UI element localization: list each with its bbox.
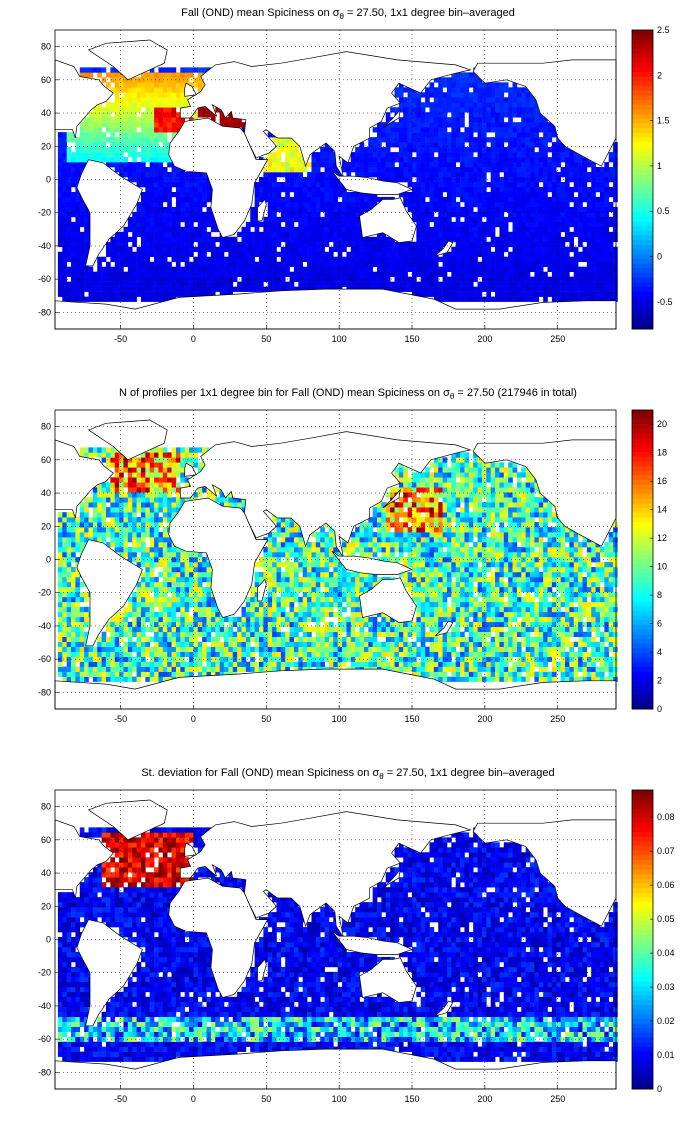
colorbar-tick-label: 12 xyxy=(657,533,667,543)
colorbar-tick-label: 0.08 xyxy=(657,812,675,822)
colorbar-tick-label: 18 xyxy=(657,448,667,458)
gridlines xyxy=(55,790,616,1089)
coastlines xyxy=(54,419,617,710)
colorbar-tick-label: 0.5 xyxy=(657,206,670,216)
panel-title: N of profiles per 1x1 degree bin for Fal… xyxy=(119,387,577,402)
colorbar-tick-label: 0.03 xyxy=(657,982,675,992)
y-tick-label: 0 xyxy=(46,555,51,565)
colorbar-tick-label: 0 xyxy=(657,252,662,262)
x-tick-label: 200 xyxy=(477,334,492,344)
x-tick-label: -50 xyxy=(114,714,127,724)
std-deviation-panel: St. deviation for Fall (OND) mean Spicin… xyxy=(0,760,696,1140)
y-tick-label: -60 xyxy=(38,1034,51,1044)
y-tick-label: 20 xyxy=(41,521,51,531)
profile-count-map: -50 0 50 100 150 200 250806040200-20-40-60-802… xyxy=(38,409,667,724)
y-tick-label: 80 xyxy=(41,802,51,812)
data-cells xyxy=(57,827,618,1062)
colorbar-tick-label: 0.04 xyxy=(657,948,675,958)
colorbar-tick-label: 2 xyxy=(657,70,662,80)
spiciness-mean-map: -50 0 50 100 150 200 250806040200-20-40-60-802… xyxy=(38,25,673,344)
panel-title: St. deviation for Fall (OND) mean Spicin… xyxy=(141,767,555,782)
colorbar-tick-label: 10 xyxy=(657,562,667,572)
colorbar-tick-label: 20 xyxy=(657,419,667,429)
y-tick-label: 60 xyxy=(41,75,51,85)
y-tick-label: 60 xyxy=(41,835,51,845)
colorbar-tick-label: 2 xyxy=(657,676,662,686)
colorbar-tick-label: 14 xyxy=(657,505,667,515)
y-tick-label: 40 xyxy=(41,108,51,118)
spiciness-mean-panel: Fall (OND) mean Spiciness on σθ = 27.50,… xyxy=(0,0,696,380)
gridlines xyxy=(55,410,616,709)
y-tick-label: 20 xyxy=(41,141,51,151)
panel-title: Fall (OND) mean Spiciness on σθ = 27.50,… xyxy=(181,7,515,22)
y-tick-label: -80 xyxy=(38,687,51,697)
x-tick-label: 50 xyxy=(261,334,271,344)
x-tick-label: 250 xyxy=(550,1094,565,1104)
y-tick-label: -20 xyxy=(38,588,51,598)
colorbar: 2.5 2 1.5 1 0.5 0 -0.5 xyxy=(631,25,673,330)
x-tick-label: 0 xyxy=(191,1094,196,1104)
colorbar-tick-label: 8 xyxy=(657,590,662,600)
colorbar-tick-label: 0.07 xyxy=(657,846,675,856)
colorbar-tick-label: 0.02 xyxy=(657,1016,675,1026)
std-deviation-map: -50 0 50 100 150 200 250806040200-20-40-60-800… xyxy=(38,789,675,1104)
colorbar-tick-label: 2.5 xyxy=(657,25,670,35)
x-tick-label: 200 xyxy=(477,1094,492,1104)
x-tick-label: 100 xyxy=(332,714,347,724)
x-tick-label: 250 xyxy=(550,334,565,344)
colorbar-tick-label: 1.5 xyxy=(657,116,670,126)
colorbar-tick-label: 0.06 xyxy=(657,880,675,890)
y-tick-label: 20 xyxy=(41,901,51,911)
colorbar-tick-label: 16 xyxy=(657,476,667,486)
y-tick-label: 0 xyxy=(46,935,51,945)
y-tick-label: 60 xyxy=(41,455,51,465)
x-tick-label: 200 xyxy=(477,714,492,724)
y-tick-label: -20 xyxy=(38,968,51,978)
profile-count-panel: N of profiles per 1x1 degree bin for Fal… xyxy=(0,380,696,760)
gridlines xyxy=(55,30,616,329)
x-tick-label: -50 xyxy=(114,334,127,344)
y-tick-label: -80 xyxy=(38,1067,51,1077)
y-tick-label: 40 xyxy=(41,488,51,498)
y-tick-label: -40 xyxy=(38,621,51,631)
colorbar-tick-label: 0.01 xyxy=(657,1050,675,1060)
x-tick-label: 0 xyxy=(191,334,196,344)
y-tick-label: 40 xyxy=(41,868,51,878)
colorbar-tick-label: 0.05 xyxy=(657,914,675,924)
colorbar: 0.08 0.07 0.06 0.05 0.04 0.03 0.02 0.01 0 xyxy=(631,789,675,1094)
y-tick-label: -40 xyxy=(38,241,51,251)
y-tick-label: -20 xyxy=(38,208,51,218)
y-tick-label: 80 xyxy=(41,42,51,52)
x-tick-label: 150 xyxy=(404,714,419,724)
x-tick-label: 100 xyxy=(332,1094,347,1104)
colorbar-tick-label: 1 xyxy=(657,161,662,171)
data-cells xyxy=(57,67,618,302)
x-tick-label: 100 xyxy=(332,334,347,344)
y-tick-label: -60 xyxy=(38,274,51,284)
y-tick-label: -80 xyxy=(38,307,51,317)
x-tick-label: 150 xyxy=(404,1094,419,1104)
x-tick-label: 50 xyxy=(261,714,271,724)
x-tick-label: 150 xyxy=(404,334,419,344)
colorbar-tick-label: 0 xyxy=(657,704,662,714)
y-tick-label: 80 xyxy=(41,422,51,432)
y-tick-label: -40 xyxy=(38,1001,51,1011)
colorbar-tick-label: 4 xyxy=(657,647,662,657)
colorbar-tick-label: 0 xyxy=(657,1084,662,1094)
y-tick-label: -60 xyxy=(38,654,51,664)
x-tick-label: 0 xyxy=(191,714,196,724)
data-cells xyxy=(57,447,618,682)
coastlines xyxy=(54,39,617,330)
x-tick-label: -50 xyxy=(114,1094,127,1104)
x-tick-label: 50 xyxy=(261,1094,271,1104)
y-tick-label: 0 xyxy=(46,175,51,185)
colorbar-tick-label: 6 xyxy=(657,619,662,629)
coastlines xyxy=(54,799,617,1090)
colorbar-tick-label: -0.5 xyxy=(657,297,673,307)
x-tick-label: 250 xyxy=(550,714,565,724)
